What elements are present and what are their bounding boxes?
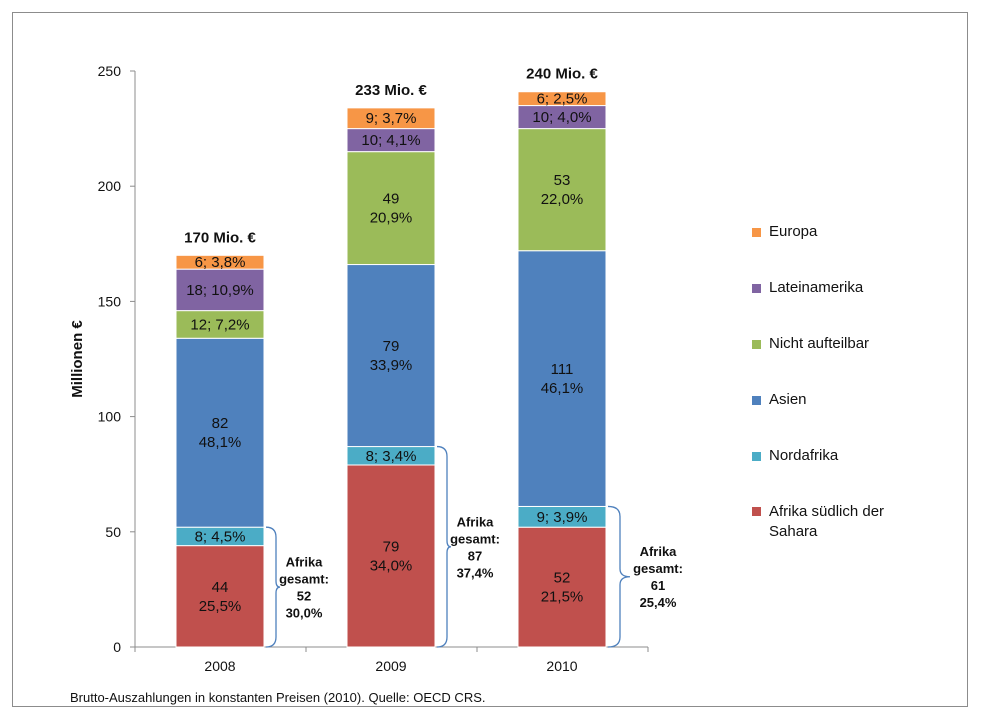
- legend-label: Asien: [769, 391, 807, 408]
- data-label: 18; 10,9%: [186, 282, 254, 299]
- africa-total-annotation: 52: [297, 589, 311, 604]
- bar-segment: [517, 128, 607, 252]
- legend-swatch: [752, 227, 761, 237]
- data-label: 25,5%: [199, 598, 242, 615]
- legend-swatch: [752, 451, 761, 461]
- data-label: 22,0%: [541, 191, 584, 208]
- data-label: 49: [383, 191, 400, 208]
- bar-segment: [517, 250, 607, 507]
- data-label: 48,1%: [199, 434, 242, 451]
- data-label: 12; 7,2%: [190, 316, 249, 333]
- x-tick-label: 2008: [204, 658, 235, 674]
- africa-total-annotation: gesamt:: [450, 531, 500, 546]
- africa-bracket: [607, 505, 631, 648]
- y-tick-label: 0: [113, 639, 121, 655]
- data-label: 79: [383, 338, 400, 355]
- data-label: 9; 3,9%: [537, 509, 588, 526]
- bar-segment: [175, 545, 265, 648]
- data-label: 53: [554, 172, 571, 189]
- legend-label: Afrika südlich der Sahara: [769, 503, 885, 540]
- data-label: 8; 3,4%: [366, 448, 417, 465]
- legend-label: Lateinamerika: [769, 279, 864, 296]
- data-label: 79: [383, 538, 400, 555]
- data-label: 21,5%: [541, 589, 584, 606]
- bar-segment: [517, 91, 607, 107]
- legend-item: Asien: [752, 390, 919, 410]
- legend-label: Europa: [769, 223, 818, 240]
- africa-total-annotation: 37,4%: [457, 565, 494, 580]
- africa-total-annotation: gesamt:: [279, 572, 329, 587]
- data-label: 20,9%: [370, 210, 413, 227]
- y-tick-label: 200: [98, 178, 122, 194]
- data-label: 10; 4,0%: [532, 109, 591, 126]
- chart-caption: Brutto-Auszahlungen in konstanten Preise…: [70, 690, 486, 705]
- x-tick-label: 2010: [546, 658, 577, 674]
- y-tick-label: 100: [98, 409, 122, 425]
- bar-segment: [175, 254, 265, 270]
- bar-segment: [346, 464, 436, 648]
- y-axis-title: Millionen €: [69, 320, 86, 398]
- data-label: 9; 3,7%: [366, 110, 417, 127]
- legend-swatch: [752, 507, 761, 516]
- bar-segment: [175, 268, 265, 312]
- data-label: 10; 4,1%: [361, 132, 420, 149]
- bar-segment: [346, 107, 436, 130]
- legend-swatch: [752, 339, 761, 349]
- africa-total-annotation: gesamt:: [633, 561, 683, 576]
- legend-item: Lateinamerika: [752, 278, 919, 298]
- legend-swatch: [752, 283, 761, 293]
- africa-bracket: [265, 526, 281, 648]
- data-label: 44: [212, 579, 229, 596]
- legend-label: Nicht aufteilbar: [769, 335, 870, 352]
- y-tick-label: 50: [105, 524, 121, 540]
- africa-total-annotation: 87: [468, 548, 482, 563]
- legend-label: Nordafrika: [769, 447, 839, 464]
- legend-swatch: [752, 395, 761, 405]
- africa-total-annotation: Afrika: [640, 544, 678, 559]
- x-tick-label: 2009: [375, 658, 406, 674]
- bar-segment: [175, 310, 265, 339]
- legend-item: Nordafrika: [752, 446, 919, 466]
- legend-item: Nicht aufteilbar: [752, 334, 919, 354]
- data-label: 6; 2,5%: [537, 91, 588, 108]
- bar-segment: [346, 151, 436, 266]
- data-label: 34,0%: [370, 557, 413, 574]
- bar-segment: [175, 337, 265, 528]
- africa-total-annotation: Afrika: [457, 514, 495, 529]
- legend-item: Afrika südlich der Sahara: [752, 502, 919, 542]
- data-label: 8; 4,5%: [195, 528, 246, 545]
- bar-total-label: 170 Mio. €: [184, 229, 256, 246]
- y-tick-label: 150: [98, 293, 122, 309]
- bar-segment: [346, 264, 436, 448]
- bar-total-label: 233 Mio. €: [355, 82, 427, 99]
- data-label: 6; 3,8%: [195, 254, 246, 271]
- africa-total-annotation: 61: [651, 578, 665, 593]
- africa-total-annotation: Afrika: [286, 555, 324, 570]
- data-label: 111: [551, 361, 574, 378]
- legend: Europa Lateinamerika Nicht aufteilbar Asien…: [752, 222, 919, 578]
- legend-item: Europa: [752, 222, 919, 242]
- bar-total-label: 240 Mio. €: [526, 66, 598, 83]
- y-tick-label: 250: [98, 63, 122, 79]
- africa-bracket: [436, 445, 452, 648]
- data-label: 33,9%: [370, 357, 413, 374]
- chart-frame: [12, 12, 968, 707]
- data-label: 82: [212, 415, 229, 432]
- africa-total-annotation: 25,4%: [640, 595, 677, 610]
- data-label: 46,1%: [541, 380, 584, 397]
- bar-segment: [517, 526, 607, 648]
- data-label: 52: [554, 570, 571, 587]
- africa-total-annotation: 30,0%: [286, 606, 323, 621]
